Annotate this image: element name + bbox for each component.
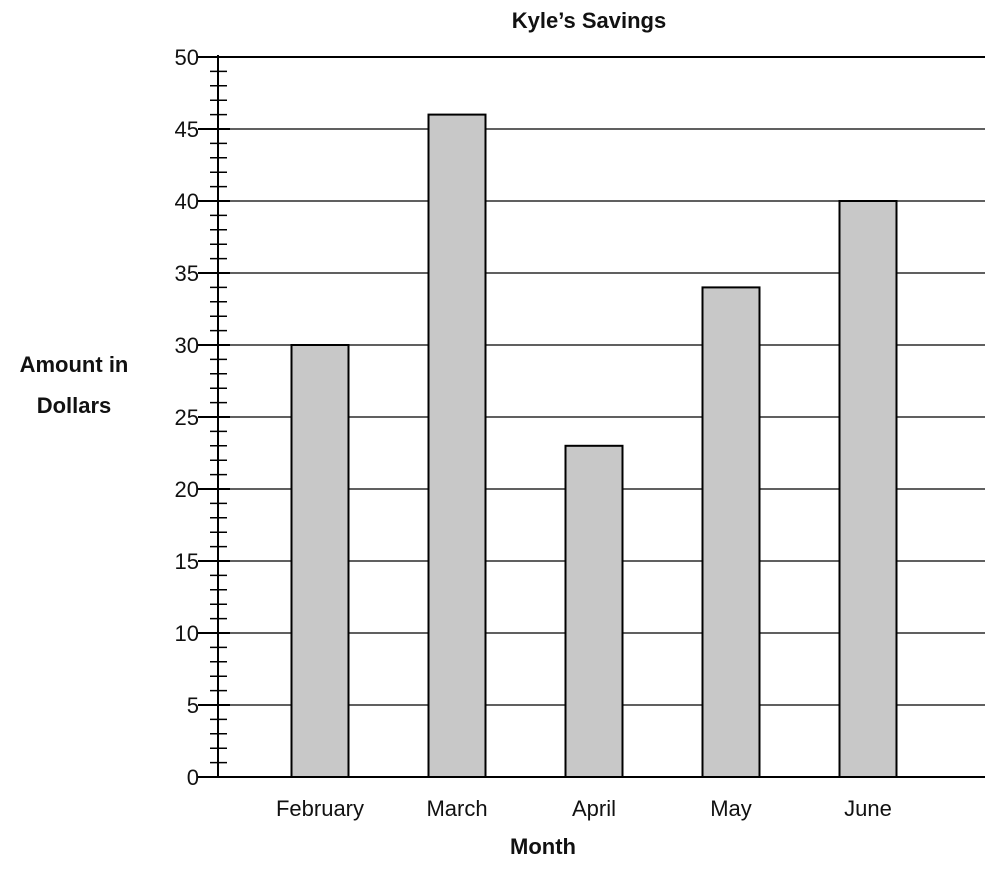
x-tick-label: February	[276, 796, 364, 821]
x-tick-label: June	[844, 796, 892, 821]
x-category-labels: February March April May June	[276, 796, 892, 821]
y-tick-label: 0	[187, 765, 199, 790]
y-tick-label: 35	[175, 261, 199, 286]
chart-title: Kyle’s Savings	[512, 8, 666, 33]
y-axis	[198, 55, 230, 778]
x-tick-label: April	[572, 796, 616, 821]
bar-march	[427, 113, 487, 779]
y-tick-label: 25	[175, 405, 199, 430]
y-tick-label: 20	[175, 477, 199, 502]
x-tick-label: May	[710, 796, 752, 821]
y-tick-label: 15	[175, 549, 199, 574]
bar-february	[290, 344, 350, 778]
y-tick-labels: 0 5 10 15 20 25 30 35 40 45 50	[175, 45, 199, 790]
bar-april	[564, 444, 624, 778]
y-tick-label: 30	[175, 333, 199, 358]
y-axis-title-line-2: Dollars	[37, 393, 112, 418]
bar-june	[838, 200, 898, 778]
y-tick-label: 45	[175, 117, 199, 142]
bar-may	[701, 286, 761, 778]
y-tick-label: 10	[175, 621, 199, 646]
y-tick-label: 50	[175, 45, 199, 70]
y-tick-label: 40	[175, 189, 199, 214]
y-tick-label: 5	[187, 693, 199, 718]
x-axis-title: Month	[510, 834, 576, 859]
x-tick-label: March	[426, 796, 487, 821]
bars	[290, 113, 898, 779]
y-axis-title-line-1: Amount in	[20, 352, 129, 377]
